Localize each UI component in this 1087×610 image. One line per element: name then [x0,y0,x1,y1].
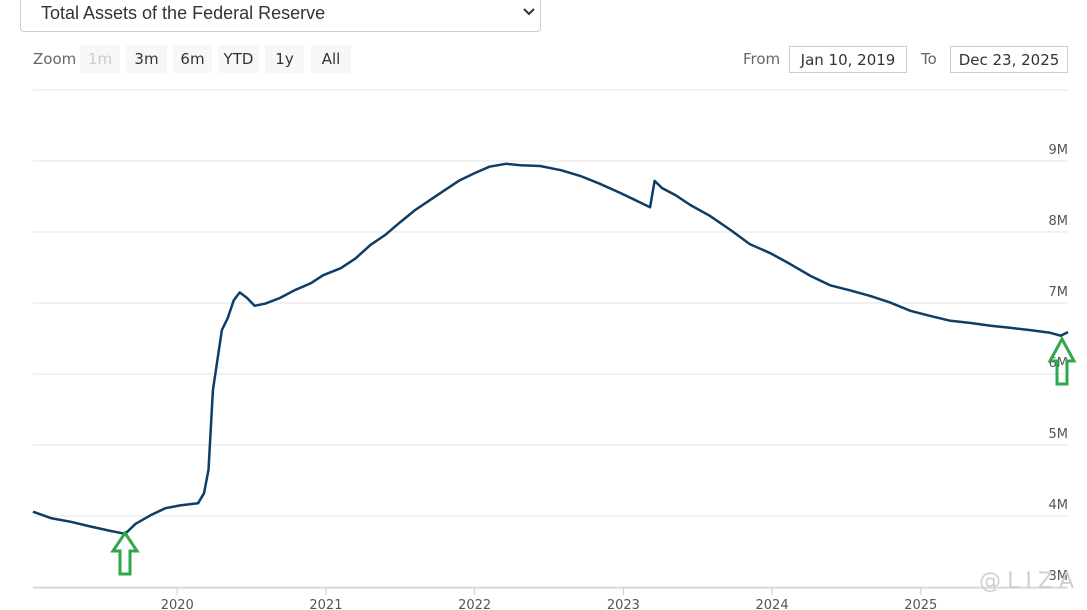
y-tick-label: 8M [1049,214,1069,229]
y-tick-label: 7M [1049,285,1069,300]
arrow [1047,335,1077,386]
y-tick-label: 3M [1049,569,1069,584]
annotation-arrows [110,335,1077,576]
x-tick-label: 2020 [161,598,194,610]
zoom-button[interactable]: 3m [126,45,167,73]
to-label: To [921,50,937,68]
y-tick-label: 5M [1049,427,1069,442]
zoom-button[interactable]: 1y [265,45,304,73]
dropdown-label: Total Assets of the Federal Reserve [41,3,326,23]
arrow [110,530,140,576]
to-date-input[interactable]: Dec 23, 2025 [950,46,1068,73]
zoom-button[interactable]: 6m [173,45,212,73]
series-dropdown[interactable]: Total Assets of the Federal Reserve [20,0,541,32]
x-tick-label: 2021 [309,598,342,610]
y-tick-label: 9M [1049,143,1069,158]
from-label: From [743,50,781,68]
x-tick-label: 2024 [756,598,789,610]
zoom-button[interactable]: YTD [218,45,259,73]
zoom-button[interactable]: All [311,45,351,73]
x-tick-label: 2025 [904,598,937,610]
chevron [523,8,535,16]
zoom-label: Zoom [33,50,77,68]
zoom-button[interactable]: 1m [80,45,120,73]
data-line [32,162,1069,536]
from-date-input[interactable]: Jan 10, 2019 [789,46,907,73]
x-tick-label: 2023 [607,598,640,610]
y-tick-label: 4M [1049,498,1069,513]
x-tick-label: 2022 [458,598,491,610]
watermark: @LIZA [979,569,1080,594]
